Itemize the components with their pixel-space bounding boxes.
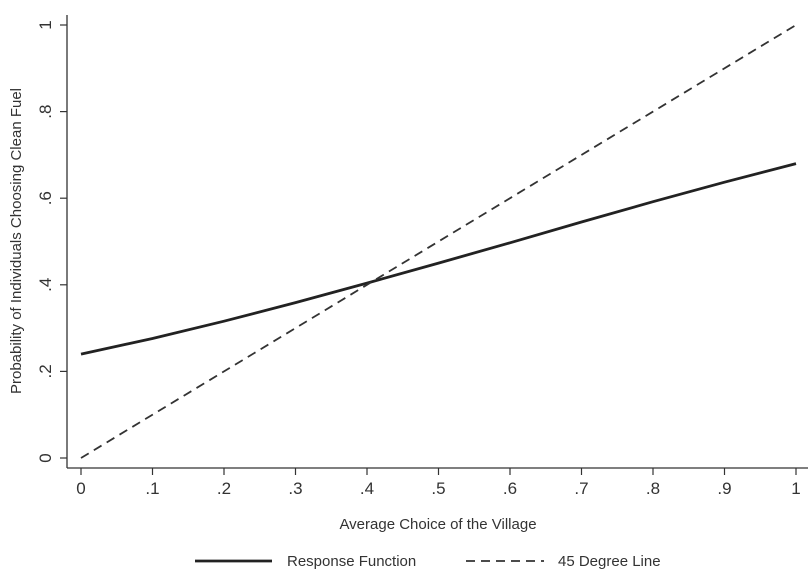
y-tick-label: 0 (36, 453, 55, 462)
axes: 0 .1 .2 .3 .4 .5 .6 .7 .8 .9 1 0 .2 .4 .6 .8 1 (36, 15, 808, 498)
legend-label-1: Response Function (287, 553, 416, 570)
y-axis-title: Probability of Individuals Choosing Clea… (8, 88, 25, 394)
plot-series (80, 24, 797, 459)
x-tick-label: .8 (646, 479, 660, 498)
y-tick-label: .6 (36, 191, 55, 205)
x-ticks: 0 .1 .2 .3 .4 .5 .6 .7 .8 .9 1 (76, 468, 801, 498)
x-tick-label: .2 (217, 479, 231, 498)
x-tick-label: 1 (791, 479, 800, 498)
x-tick-label: .5 (431, 479, 445, 498)
y-tick-label: .2 (36, 364, 55, 378)
series-line-2 (80, 24, 797, 459)
series-line-1 (80, 162, 797, 356)
y-ticks: 0 .2 .4 .6 .8 1 (36, 20, 67, 463)
x-tick-label: .6 (503, 479, 517, 498)
x-tick-label: .9 (717, 479, 731, 498)
legend: Response Function 45 Degree Line (195, 553, 661, 570)
x-tick-label: 0 (76, 479, 85, 498)
y-tick-label: .8 (36, 105, 55, 119)
y-tick-label: .4 (36, 278, 55, 292)
x-axis-title: Average Choice of the Village (339, 516, 536, 533)
x-tick-label: .4 (360, 479, 374, 498)
x-tick-label: .7 (574, 479, 588, 498)
x-tick-label: .1 (145, 479, 159, 498)
y-tick-label: 1 (36, 20, 55, 29)
legend-label-2: 45 Degree Line (558, 553, 661, 570)
x-tick-label: .3 (288, 479, 302, 498)
